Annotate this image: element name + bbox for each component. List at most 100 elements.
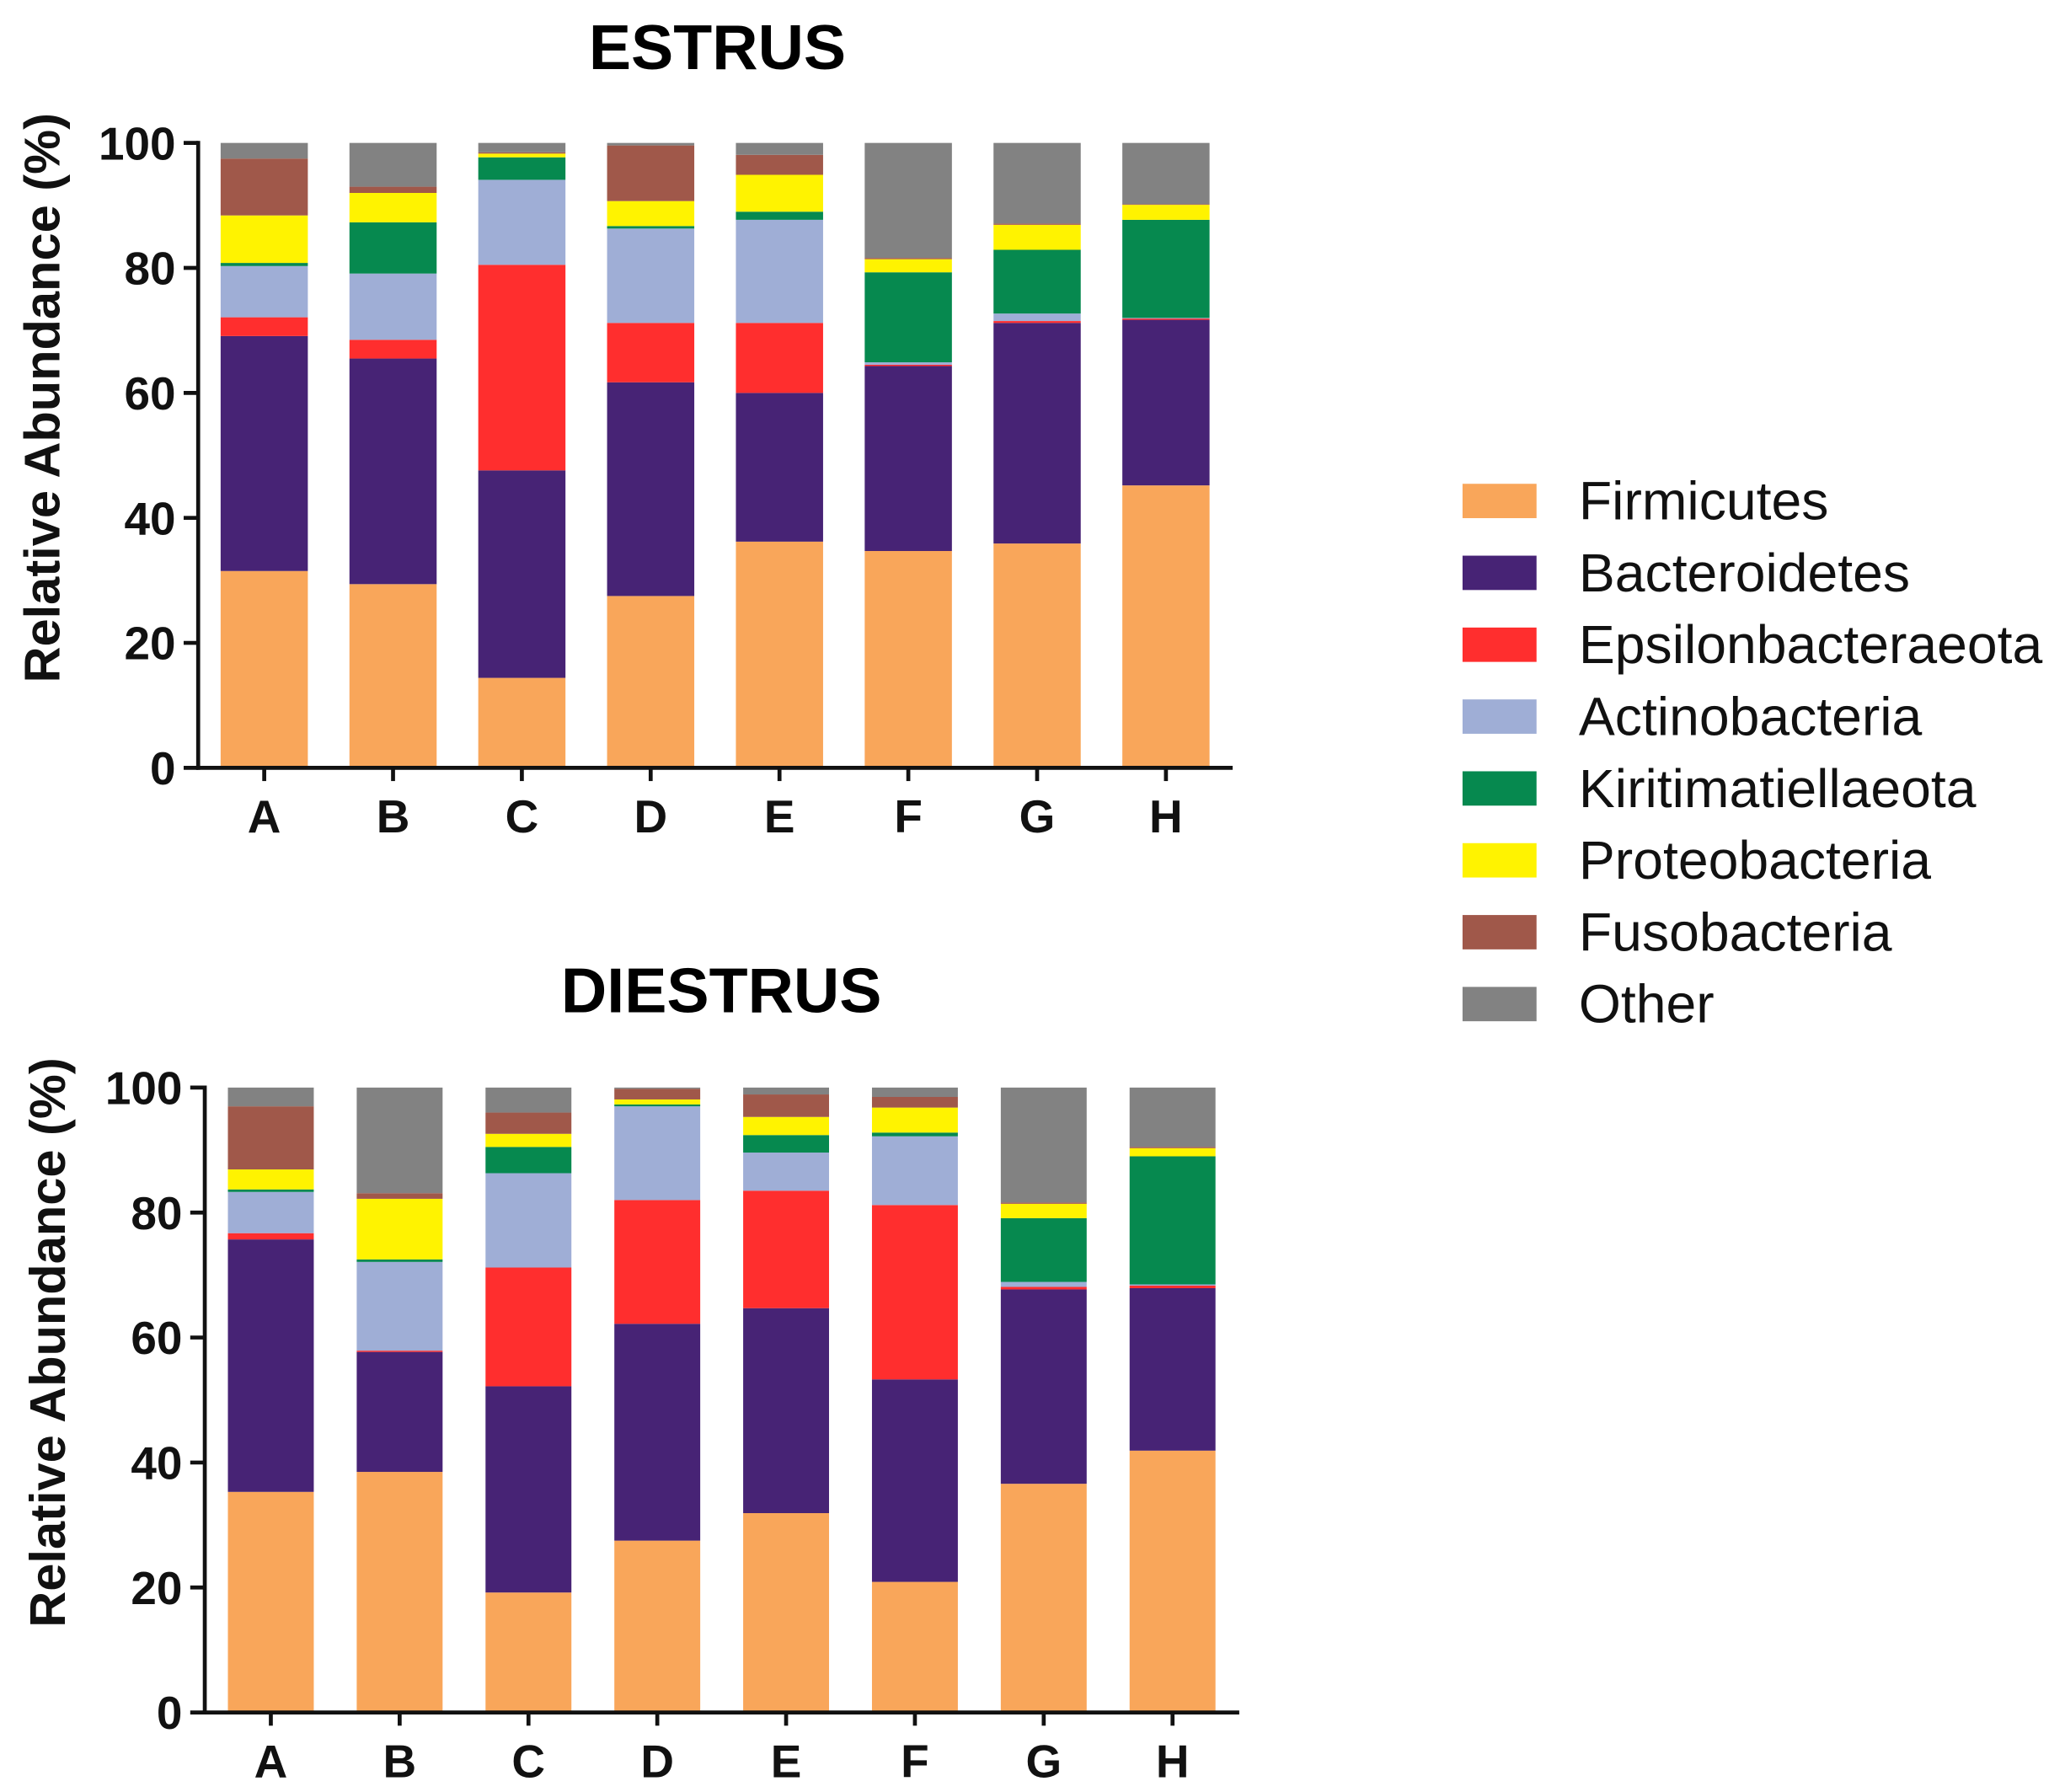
bars-estrus: [220, 142, 1210, 768]
bar-segment-b-firmicutes: [349, 584, 437, 768]
bar-diestrus-h: [1129, 1087, 1216, 1713]
bar-estrus-g: [993, 142, 1081, 768]
bar-segment-d-kiritimatiellaeota: [614, 1104, 701, 1107]
bar-diestrus-b: [356, 1087, 443, 1713]
bar-segment-a-other: [220, 142, 308, 159]
x-tick-label: C: [506, 790, 539, 843]
bar-segment-d-proteobacteria: [614, 1099, 701, 1105]
bar-segment-d-bacteroidetes: [614, 1324, 701, 1541]
legend-swatch: [1462, 843, 1537, 878]
bar-segment-f-firmicutes: [871, 1581, 958, 1713]
bar-segment-b-bacteroidetes: [356, 1351, 443, 1473]
bar-estrus-f: [864, 142, 952, 768]
x-tick-label: F: [901, 1735, 929, 1787]
bar-segment-c-epsilonbacteraeota: [478, 265, 566, 471]
bar-segment-g-bacteroidetes: [993, 323, 1081, 544]
bar-segment-f-other: [871, 1087, 958, 1098]
bar-segment-b-kiritimatiellaeota: [349, 222, 437, 274]
bar-segment-d-kiritimatiellaeota: [607, 226, 695, 229]
bar-segment-d-firmicutes: [607, 596, 695, 768]
bar-segment-d-proteobacteria: [607, 201, 695, 227]
legend-item-fusobacteria: Fusobacteria: [1462, 901, 1892, 962]
y-tick-label: 40: [131, 1437, 182, 1490]
bar-segment-e-bacteroidetes: [736, 393, 823, 542]
bar-segment-e-kiritimatiellaeota: [743, 1135, 830, 1153]
legend-item-firmicutes: Firmicutes: [1462, 471, 1828, 532]
bar-segment-d-actinobacteria: [607, 228, 695, 324]
legend-label: Kiritimatiellaeota: [1579, 758, 1977, 819]
bar-segment-e-actinobacteria: [743, 1153, 830, 1191]
bar-segment-h-proteobacteria: [1129, 1147, 1216, 1157]
bar-segment-g-kiritimatiellaeota: [993, 249, 1081, 314]
bar-segment-a-fusobacteria: [227, 1106, 314, 1170]
bar-segment-e-epsilonbacteraeota: [743, 1190, 830, 1308]
bar-segment-c-actinobacteria: [485, 1173, 572, 1268]
x-tick-label: G: [1019, 790, 1056, 843]
bar-segment-e-other: [736, 142, 823, 155]
bar-segment-h-other: [1122, 142, 1210, 205]
chart-title-estrus: ESTRUS: [589, 12, 846, 83]
bar-segment-g-kiritimatiellaeota: [1000, 1217, 1087, 1282]
bar-segment-g-firmicutes: [993, 543, 1081, 768]
bar-segment-a-bacteroidetes: [220, 335, 308, 571]
legend-label: Proteobacteria: [1579, 830, 1931, 891]
legend-swatch: [1462, 555, 1537, 591]
y-axis-label-diestrus: Relative Abundance (%): [19, 1057, 76, 1627]
bar-segment-a-epsilonbacteraeota: [220, 317, 308, 336]
bar-estrus-h: [1122, 142, 1210, 768]
bar-segment-f-bacteroidetes: [871, 1379, 958, 1582]
bar-segment-h-epsilonbacteraeota: [1129, 1286, 1216, 1288]
bar-segment-c-proteobacteria: [478, 153, 566, 158]
y-tick-label: 60: [125, 367, 176, 420]
bar-segment-a-firmicutes: [227, 1491, 314, 1713]
legend-swatch: [1462, 987, 1537, 1022]
bar-segment-c-kiritimatiellaeota: [478, 157, 566, 180]
legend-swatch: [1462, 771, 1537, 806]
bar-segment-b-proteobacteria: [356, 1198, 443, 1260]
y-tick-label: 0: [150, 742, 176, 794]
bar-diestrus-d: [614, 1087, 701, 1713]
legend-swatch: [1462, 699, 1537, 734]
bar-estrus-e: [736, 142, 823, 768]
chart-title-diestrus: DIESTRUS: [561, 955, 882, 1025]
bar-segment-h-kiritimatiellaeota: [1122, 219, 1210, 318]
bar-segment-a-firmicutes: [220, 570, 308, 768]
x-tick-label: A: [248, 790, 281, 843]
bar-segment-b-actinobacteria: [356, 1261, 443, 1351]
bar-segment-b-firmicutes: [356, 1472, 443, 1713]
bar-segment-b-other: [349, 142, 437, 187]
x-tick-label: F: [894, 790, 923, 843]
bar-segment-e-proteobacteria: [736, 174, 823, 212]
bars-diestrus: [227, 1087, 1216, 1713]
x-tick-label: G: [1025, 1735, 1062, 1787]
bar-estrus-a: [220, 142, 308, 768]
y-tick-label: 20: [125, 618, 176, 670]
legend-item-epsilonbacteraeota: Epsilonbacteraeota: [1462, 614, 2043, 675]
legend-label: Firmicutes: [1579, 471, 1828, 532]
legend-label: Fusobacteria: [1579, 901, 1892, 962]
x-tick-label: E: [764, 790, 795, 843]
bar-segment-c-other: [485, 1087, 572, 1113]
bar-segment-c-actinobacteria: [478, 179, 566, 265]
bar-segment-c-bacteroidetes: [478, 470, 566, 678]
bar-segment-f-bacteroidetes: [864, 366, 952, 552]
bar-segment-c-other: [478, 142, 566, 152]
bar-segment-b-kiritimatiellaeota: [356, 1259, 443, 1262]
y-tick-label: 100: [99, 117, 176, 169]
x-tick-label: H: [1156, 1735, 1190, 1787]
bar-segment-c-fusobacteria: [478, 152, 566, 154]
bar-segment-c-fusobacteria: [485, 1112, 572, 1134]
bar-segment-e-firmicutes: [736, 541, 823, 768]
x-tick-label: D: [634, 790, 667, 843]
bar-segment-c-epsilonbacteraeota: [485, 1267, 572, 1387]
bar-segment-b-fusobacteria: [356, 1193, 443, 1199]
bar-segment-c-firmicutes: [485, 1592, 572, 1713]
bar-segment-h-firmicutes: [1129, 1450, 1216, 1713]
bar-segment-a-kiritimatiellaeota: [220, 263, 308, 266]
bar-segment-g-proteobacteria: [993, 224, 1081, 250]
bar-segment-d-other: [614, 1087, 701, 1089]
bar-segment-b-actinobacteria: [349, 273, 437, 340]
bar-segment-d-fusobacteria: [607, 145, 695, 201]
y-tick-label: 80: [125, 243, 176, 295]
y-tick-label: 40: [125, 492, 176, 544]
